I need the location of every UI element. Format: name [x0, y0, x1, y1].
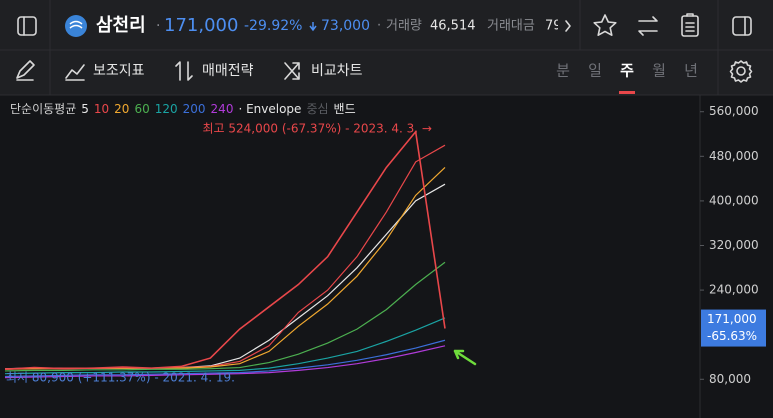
- swap-button[interactable]: [638, 16, 658, 36]
- last-change: -65.63%: [707, 329, 757, 343]
- legend-item: · Envelope: [238, 102, 301, 116]
- down-arrow: [309, 22, 317, 32]
- legend-item: 중심: [306, 102, 328, 116]
- y-tick-label: 240,000: [709, 283, 759, 297]
- legend-item: 밴드: [334, 102, 356, 116]
- legend-item: 60: [134, 102, 149, 116]
- draw-button[interactable]: [16, 60, 35, 81]
- period-tab[interactable]: 분: [556, 62, 570, 80]
- y-tick-label: 80,000: [709, 372, 751, 386]
- ma-line: [4, 345, 446, 379]
- ma-line: [4, 261, 446, 372]
- settings-button: [729, 60, 753, 83]
- ma-line: [4, 339, 446, 378]
- legend-item: 200: [183, 102, 206, 116]
- legend-item: 240: [211, 102, 234, 116]
- y-tick-label: 560,000: [709, 104, 759, 118]
- dividers: [49, 0, 719, 95]
- pointer-arrow: [453, 349, 477, 366]
- change-rate: -29.92%: [244, 18, 302, 34]
- scroll-button[interactable]: [565, 20, 571, 32]
- compare-icon: [284, 62, 300, 80]
- panel-button[interactable]: [732, 16, 752, 36]
- ma-line: [4, 317, 446, 375]
- change-amount: 73,000: [321, 18, 370, 34]
- stock-price: 171,000: [164, 15, 238, 36]
- legend-item: 20: [114, 102, 129, 116]
- high-annotation: 최고 524,000 (-67.37%) - 2023. 4. 3. →: [203, 122, 433, 136]
- price-line: [4, 129, 446, 371]
- y-tick-label: 480,000: [709, 149, 759, 163]
- amount-label: 거래대금: [487, 19, 535, 34]
- sidebar-button[interactable]: [17, 16, 37, 36]
- period-tab[interactable]: 년: [684, 62, 698, 80]
- settings-button[interactable]: [736, 66, 746, 76]
- legend-item: 120: [155, 102, 178, 116]
- separator: ·: [377, 19, 381, 34]
- y-tick-label: 320,000: [709, 238, 759, 252]
- memo-button[interactable]: [681, 15, 699, 37]
- toolbar-item[interactable]: 비교차트: [311, 63, 363, 79]
- low-annotation: 최저 80,900 (+111.37%) - 2021. 4. 19.: [6, 371, 235, 385]
- period-tab[interactable]: 월: [652, 62, 666, 80]
- last-price-box: [701, 309, 766, 347]
- legend-item: 단순이동평균: [10, 102, 76, 116]
- volume: 46,514: [430, 19, 476, 34]
- ma-line: [4, 167, 446, 370]
- period-tab[interactable]: 주: [620, 62, 634, 80]
- indicator-legend: 단순이동평균 5 10 20 60 120 200 240 · Envelope 중심 밴드: [10, 102, 356, 116]
- favorite-button[interactable]: [593, 14, 617, 36]
- amount: 79: [545, 19, 562, 34]
- ma-line: [4, 183, 446, 370]
- separator: ·: [156, 18, 160, 34]
- legend-item: 10: [94, 102, 109, 116]
- last-price: 171,000: [707, 312, 757, 326]
- memo-button: [685, 13, 695, 32]
- top-bars: [0, 0, 773, 95]
- toolbar-item[interactable]: 매매전략: [202, 63, 254, 79]
- company-logo: [69, 20, 83, 29]
- active-underline: [619, 91, 635, 94]
- y-tick-label: 400,000: [709, 193, 759, 207]
- toolbar-item[interactable]: 보조지표: [93, 63, 145, 79]
- period-tab[interactable]: 일: [588, 62, 602, 80]
- strategy-icon: [175, 61, 193, 81]
- legend-item: 5: [81, 102, 89, 116]
- volume-label: 거래량: [386, 19, 422, 34]
- stock-name: 삼천리: [96, 15, 146, 36]
- indicator-icon: [65, 64, 85, 81]
